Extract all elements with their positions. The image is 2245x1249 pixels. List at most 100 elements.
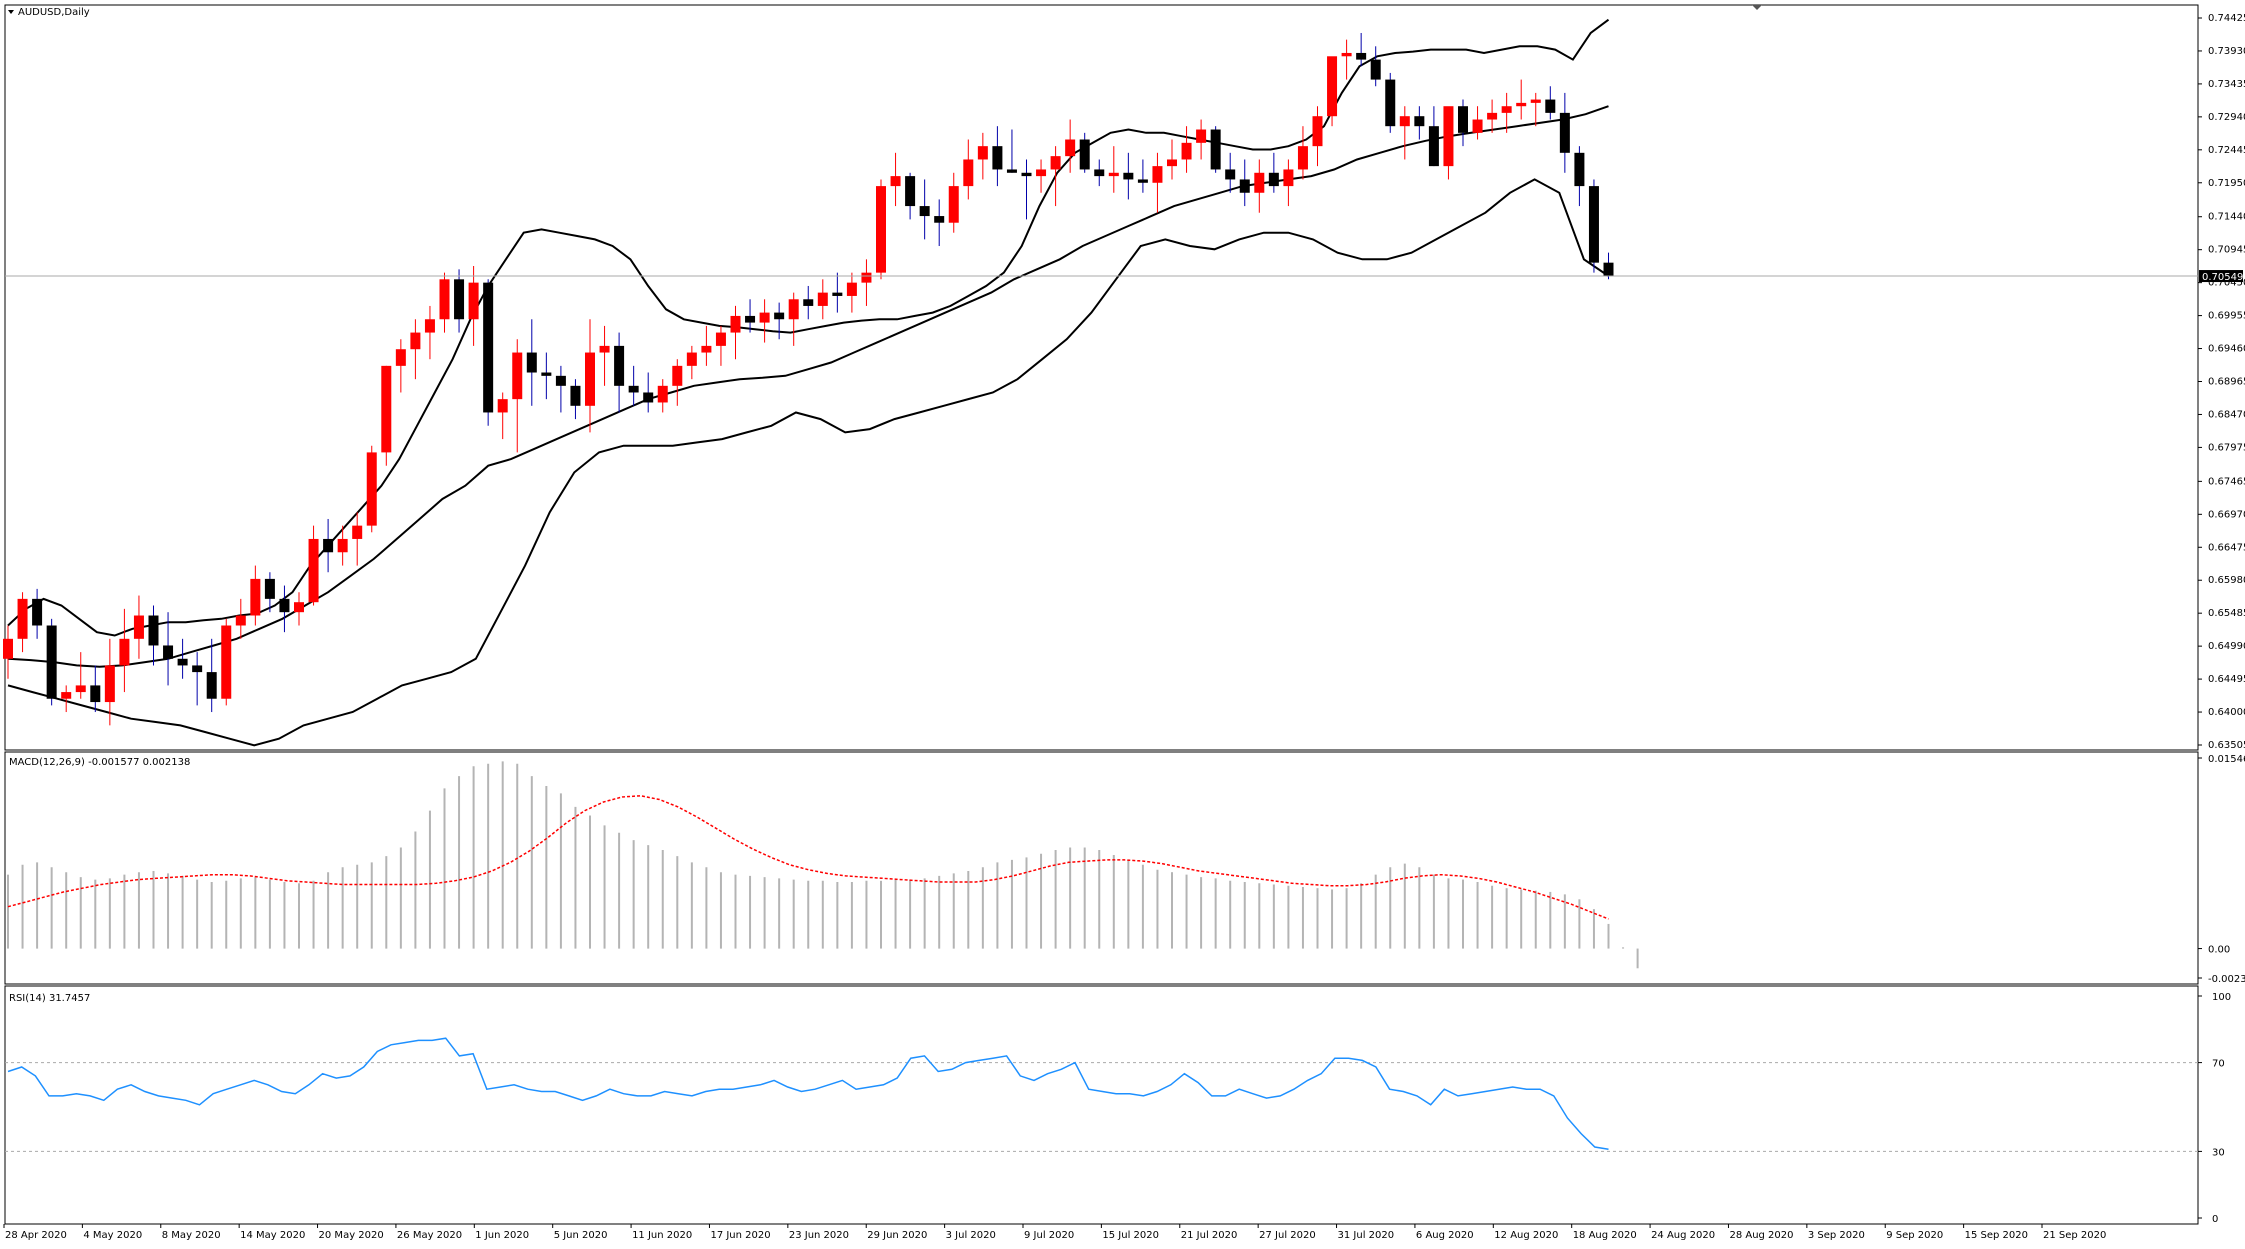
triangle-down-icon[interactable] (8, 10, 14, 14)
y-tick-label: 0.74425 (2208, 13, 2245, 24)
x-tick-label: 6 Aug 2020 (1416, 1230, 1474, 1241)
candle-body (1225, 169, 1236, 180)
candle-body (977, 146, 988, 160)
candle-body (1254, 172, 1265, 193)
candle-body (1312, 116, 1323, 147)
candle-body (730, 315, 741, 333)
x-tick-label: 24 Aug 2020 (1651, 1230, 1715, 1241)
candle-body (1443, 106, 1454, 167)
candle-body (570, 385, 581, 406)
x-tick-label: 8 May 2020 (162, 1230, 221, 1241)
candle-body (221, 625, 232, 699)
candle-body (1545, 99, 1556, 113)
candle-body (337, 538, 348, 553)
candle-body (672, 365, 683, 386)
x-tick-label: 27 Jul 2020 (1259, 1230, 1316, 1241)
bollinger-upper-line (7, 18, 1610, 637)
candle-body (992, 146, 1003, 170)
x-tick-label: 5 Jun 2020 (554, 1230, 608, 1241)
candle-body (410, 332, 421, 350)
candle-body (439, 279, 450, 320)
x-tick-label: 4 May 2020 (83, 1230, 142, 1241)
main-title: AUDUSD,Daily (18, 7, 90, 18)
y-tick-label: 100 (2212, 992, 2231, 1003)
scroll-marker-triangle-down-icon[interactable] (1752, 5, 1762, 10)
candle-body (381, 365, 392, 453)
candle-body (250, 578, 261, 616)
candle-body (366, 452, 377, 526)
candle-body (483, 282, 494, 413)
current-price-badge (2199, 270, 2243, 283)
x-tick-label: 9 Jul 2020 (1024, 1230, 1074, 1241)
candle-body (846, 282, 857, 296)
candle-body (1516, 102, 1527, 107)
candle-body (75, 685, 86, 693)
y-tick-label: 0.70945 (2208, 245, 2245, 256)
candle-body (1137, 179, 1148, 183)
y-tick-label: 0.015469 (2208, 754, 2245, 765)
candle-body (1414, 116, 1425, 127)
candle-body (876, 186, 886, 273)
candle-body (1094, 169, 1105, 177)
candle-body (628, 385, 639, 393)
current-price-label: 0.70549 (2202, 272, 2243, 283)
candle-body (1123, 172, 1134, 180)
bollinger-middle-line (7, 105, 1609, 668)
y-tick-label: 0.00 (2208, 945, 2230, 956)
candle-body (905, 176, 916, 207)
candle-body (468, 282, 479, 320)
candle-body (1559, 112, 1570, 153)
candle-body (1370, 59, 1381, 80)
candle-body (119, 638, 130, 666)
candle-body (657, 385, 668, 403)
bollinger-lower-line (7, 178, 1610, 747)
candle-body (61, 692, 72, 699)
x-tick-label: 28 Apr 2020 (5, 1230, 67, 1241)
x-tick-label: 15 Jul 2020 (1102, 1230, 1159, 1241)
candle-body (90, 685, 101, 703)
candle-body (308, 538, 319, 603)
candle-body (1530, 99, 1541, 103)
candle-body (323, 538, 334, 553)
candle-body (1036, 169, 1047, 177)
candle-body (424, 319, 435, 333)
candle-body (512, 352, 523, 400)
x-tick-label: 14 May 2020 (240, 1230, 305, 1241)
y-tick-label: 0.63505 (2208, 740, 2245, 751)
candle-body (614, 345, 625, 386)
candle-body (817, 292, 828, 306)
macd-title: MACD(12,26,9) -0.001577 0.002138 (9, 757, 190, 768)
candle-body (1006, 169, 1017, 173)
candle-body (1458, 106, 1468, 133)
y-tick-label: 70 (2212, 1059, 2225, 1070)
candle-body (177, 658, 188, 666)
candle-body (46, 625, 57, 699)
candle-body (585, 352, 595, 406)
candle-body (1428, 126, 1439, 167)
candle-body (541, 372, 552, 376)
candle-body (3, 638, 13, 659)
candle-body (1603, 262, 1614, 276)
candle-body (948, 186, 959, 223)
candle-body (395, 349, 406, 366)
candle-body (1239, 179, 1250, 193)
x-tick-label: 17 Jun 2020 (710, 1230, 770, 1241)
candle-body (1108, 172, 1119, 177)
candle-body (1327, 56, 1338, 117)
y-tick-label: 0.68965 (2208, 377, 2245, 388)
x-tick-label: 21 Sep 2020 (2043, 1230, 2106, 1241)
candle-body (1501, 106, 1512, 113)
candle-body (526, 352, 537, 373)
candle-body (788, 299, 799, 320)
candle-body (1181, 142, 1192, 160)
x-tick-label: 11 Jun 2020 (632, 1230, 692, 1241)
x-tick-label: 12 Aug 2020 (1494, 1230, 1558, 1241)
rsi-line (7, 1037, 1609, 1150)
